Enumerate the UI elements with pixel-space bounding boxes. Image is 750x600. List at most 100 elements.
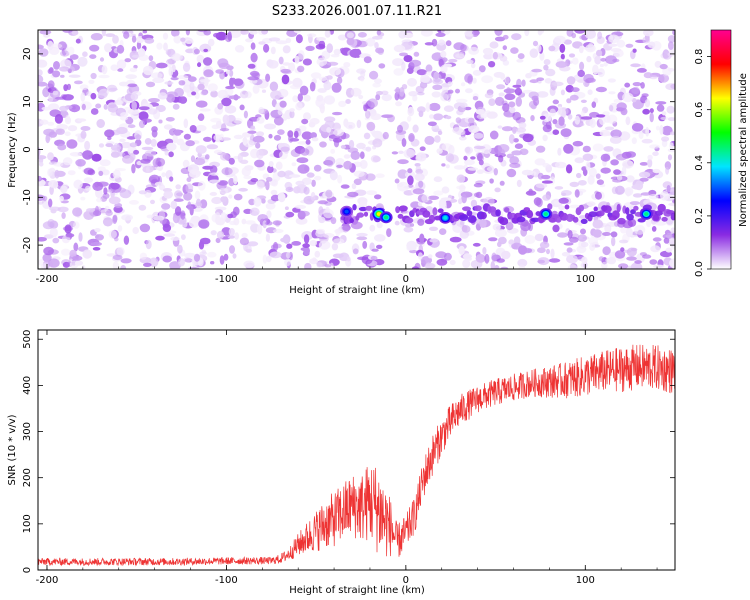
spectrogram-cell xyxy=(38,162,44,167)
spectrogram-peak xyxy=(443,216,448,220)
spectrogram-cell xyxy=(476,169,484,174)
spectrogram-cell xyxy=(233,193,243,201)
spectrogram-cell xyxy=(542,162,550,168)
spectrogram-cell xyxy=(131,35,137,43)
colorbar-tick-label: 0.4 xyxy=(694,155,705,171)
spectrogram-cell xyxy=(38,157,44,164)
spectrogram-cell xyxy=(145,81,156,88)
spectrogram-cell xyxy=(112,254,123,261)
spectrogram-cell xyxy=(104,129,115,138)
spectrogram-cell xyxy=(326,61,339,66)
spectrogram-cell xyxy=(286,243,293,249)
spectrogram-cell xyxy=(173,198,184,202)
spectrogram-cell xyxy=(319,195,328,199)
spectrogram-cell xyxy=(144,138,152,145)
spectrogram-cell xyxy=(631,86,640,95)
spectrogram-cell xyxy=(340,144,346,149)
spectrogram-cell xyxy=(539,51,545,61)
spectrogram-cell xyxy=(610,129,622,138)
spectrogram-cell xyxy=(322,233,335,238)
spectrogram-cell xyxy=(224,227,231,238)
spectrogram-cell xyxy=(150,72,163,79)
spectrogram-cell xyxy=(566,247,573,253)
spectrogram-cell xyxy=(589,242,596,251)
spectrogram-cell xyxy=(626,247,637,257)
spectrogram-cell xyxy=(473,145,486,150)
spectrogram-cell xyxy=(542,113,552,123)
spectrogram-cell xyxy=(336,164,343,168)
spectrogram-cell xyxy=(291,162,297,167)
spectrogram-cell xyxy=(620,227,628,234)
snr-y-tick-label: 300 xyxy=(22,422,33,441)
spectrogram-cell xyxy=(604,224,612,234)
spectrogram-cell xyxy=(48,258,60,268)
spectrogram-cell xyxy=(318,240,331,250)
spectrogram-cell xyxy=(86,208,95,213)
spectrogram-cell xyxy=(494,187,501,193)
spectrogram-cell xyxy=(116,126,128,135)
spectrogram-cell xyxy=(401,61,406,71)
spectrogram-cell xyxy=(123,235,130,245)
spectrogram-cell xyxy=(568,236,579,243)
spectrogram-cell xyxy=(233,217,240,226)
spectrogram-cell xyxy=(409,223,415,227)
spectrogram-cell xyxy=(303,94,311,102)
spectrogram-cell xyxy=(271,244,275,250)
spectrogram-cell xyxy=(112,35,119,44)
spectrogram-cell xyxy=(625,116,631,126)
spectrogram-cell xyxy=(433,113,444,121)
band-cell xyxy=(578,204,585,212)
spectrogram-cell xyxy=(257,214,269,223)
spectrogram-cell xyxy=(401,138,407,147)
spectrogram-cell xyxy=(227,235,236,239)
spectrogram-cell xyxy=(587,42,595,52)
spectrogram-cell xyxy=(574,157,585,164)
spectrogram-cell xyxy=(243,139,255,148)
spectrogram-cell xyxy=(397,124,403,133)
spectrogram-cell xyxy=(518,264,526,269)
spectrogram-cell xyxy=(486,166,495,172)
spectrogram-cell xyxy=(221,123,227,132)
spectrogram-cell xyxy=(489,41,499,49)
spectrogram-cell xyxy=(665,247,673,253)
spectrogram-cell xyxy=(324,264,332,268)
spectrogram-cell xyxy=(552,99,559,105)
spectrogram-cell xyxy=(357,32,367,38)
spectrogram-cell xyxy=(524,235,536,244)
spectrogram-cell xyxy=(96,197,103,203)
spectrogram-cell xyxy=(221,97,232,107)
spectrogram-cell xyxy=(350,87,362,97)
spectrogram-cell xyxy=(504,75,510,85)
spectrogram-cell xyxy=(120,141,132,149)
spectrogram-cell xyxy=(498,92,505,97)
spectrogram-cell xyxy=(407,77,417,87)
spectrogram-cell xyxy=(277,192,286,203)
band-cell xyxy=(516,216,526,223)
spectrogram-cell xyxy=(194,92,200,100)
spectrogram-cell xyxy=(280,146,290,152)
spectrogram-cell xyxy=(369,224,376,232)
spectrogram-cell xyxy=(195,100,208,108)
band-cell xyxy=(352,204,357,211)
spectrogram-cell xyxy=(374,78,382,84)
spectrogram-cell xyxy=(244,244,252,253)
spectrogram-cell xyxy=(170,236,180,241)
spectrogram-cell xyxy=(567,264,578,269)
spectrogram-cell xyxy=(77,56,88,67)
spectrogram-cell xyxy=(378,63,386,69)
spectrogram-cell xyxy=(114,168,126,172)
spectrogram-cell xyxy=(250,52,258,63)
spectrogram-cell xyxy=(360,77,365,82)
spectrogram-cell xyxy=(61,94,67,99)
spectrogram-cell xyxy=(125,74,137,80)
spectrogram-cell xyxy=(256,131,265,137)
spectrogram-cell xyxy=(311,179,316,187)
spectrogram-cell xyxy=(431,38,438,47)
spectrogram-cell xyxy=(210,172,219,176)
spectrogram-cell xyxy=(574,189,580,198)
spectrogram-cell xyxy=(47,40,54,51)
spectrogram-cell xyxy=(67,170,76,176)
band-cell xyxy=(547,203,553,210)
spectrogram-cell xyxy=(279,100,287,108)
spectrogram-cell xyxy=(189,81,195,92)
